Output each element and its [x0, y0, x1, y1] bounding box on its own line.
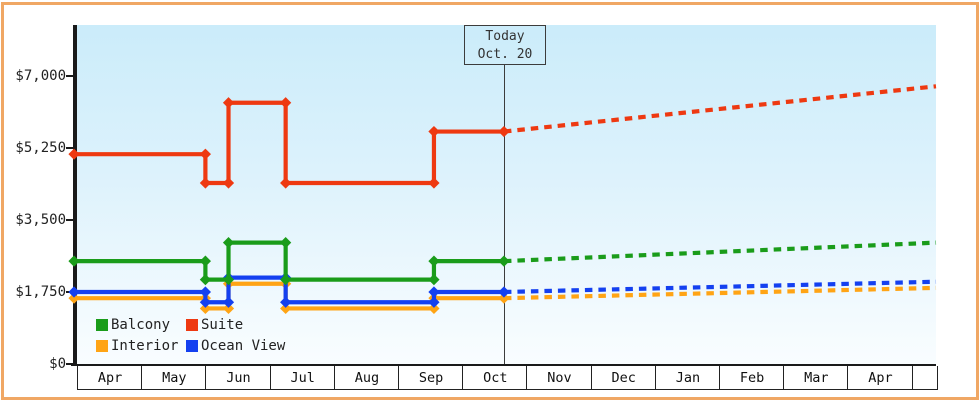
month-label: May [162, 370, 187, 386]
month-label: Nov [547, 370, 572, 386]
month-label: Jan [675, 370, 701, 386]
plot-area [77, 25, 936, 364]
month-cell: Jan [654, 366, 720, 390]
legend-swatch-balcony [96, 319, 108, 331]
month-cell: Aug [333, 366, 399, 390]
y-tick-mark [66, 291, 74, 293]
month-label: Apr [868, 370, 893, 386]
month-cell-partial [911, 366, 938, 390]
month-cell: May [141, 366, 207, 390]
legend-label: Interior [111, 338, 179, 354]
y-tick-mark [66, 147, 74, 149]
legend-label: Balcony [111, 317, 171, 333]
month-label: Sep [418, 370, 444, 386]
month-cell: Nov [526, 366, 592, 390]
y-tick-mark [66, 363, 74, 365]
y-tick-label: $7,000 [15, 68, 66, 84]
legend-swatch-interior [96, 340, 108, 352]
month-cell: Feb [719, 366, 785, 390]
legend-swatch-ocean-view [186, 340, 198, 352]
month-label: Mar [804, 370, 829, 386]
today-line [504, 65, 505, 364]
month-label: Jun [226, 370, 251, 386]
today-marker-box: Today Oct. 20 [464, 25, 546, 65]
y-tick-label: $5,250 [15, 140, 66, 156]
month-label: Aug [354, 370, 380, 386]
legend-label: Ocean View [201, 338, 286, 354]
x-axis-line [71, 364, 936, 366]
today-label: Today [485, 29, 525, 44]
y-tick-label: $1,750 [15, 284, 66, 300]
legend-item-ocean-view: Ocean View [186, 338, 285, 354]
month-cell: Dec [590, 366, 656, 390]
month-label: Dec [611, 370, 636, 386]
month-cell: Oct [462, 366, 528, 390]
legend-swatch-suite [186, 319, 198, 331]
legend-item-interior: Interior [96, 338, 186, 354]
month-label: Oct [483, 370, 508, 386]
legend-item-suite: Suite [186, 317, 285, 333]
month-cell: Sep [398, 366, 464, 390]
y-tick-label: $0 [49, 356, 66, 372]
y-axis-line [73, 25, 77, 365]
y-tick-mark [66, 75, 74, 77]
y-tick-mark [66, 219, 74, 221]
month-label: Apr [97, 370, 123, 386]
y-tick-label: $3,500 [15, 212, 66, 228]
legend-label: Suite [201, 317, 244, 333]
month-axis: Apr May Jun Jul Aug Sep Oct Nov Dec Jan Feb Mar Apr [75, 366, 938, 390]
month-label: Feb [739, 370, 765, 386]
today-date-label: Oct. 20 [477, 47, 533, 62]
legend: Balcony Suite Interior Ocean View [96, 317, 285, 354]
month-cell: Apr [77, 366, 143, 390]
month-cell: Jul [269, 366, 335, 390]
legend-item-balcony: Balcony [96, 317, 186, 333]
month-cell: Jun [205, 366, 271, 390]
month-label: Jul [290, 370, 315, 386]
month-cell: Apr [847, 366, 913, 390]
month-cell: Mar [783, 366, 849, 390]
